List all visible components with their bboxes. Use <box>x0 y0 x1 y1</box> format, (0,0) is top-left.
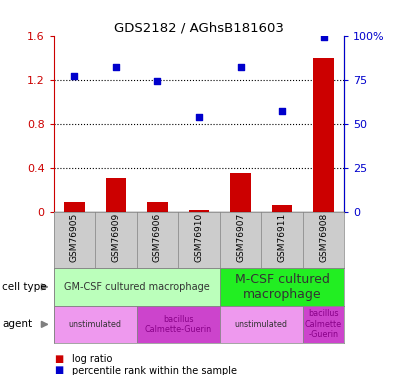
Bar <box>64 202 85 212</box>
Bar <box>137 306 220 343</box>
Point <box>154 78 161 84</box>
Bar <box>220 306 303 343</box>
Point <box>113 64 119 70</box>
Text: ■: ■ <box>54 354 63 364</box>
Point <box>279 108 285 114</box>
Text: M-CSF cultured
macrophage: M-CSF cultured macrophage <box>234 273 330 301</box>
Title: GDS2182 / AGhsB181603: GDS2182 / AGhsB181603 <box>114 21 284 34</box>
Bar <box>54 268 220 306</box>
Text: GSM76909: GSM76909 <box>111 213 121 262</box>
Text: bacillus
Calmette-Guerin: bacillus Calmette-Guerin <box>145 315 212 334</box>
Text: ■: ■ <box>54 366 63 375</box>
Text: GSM76905: GSM76905 <box>70 213 79 262</box>
Text: bacillus
Calmette
-Guerin: bacillus Calmette -Guerin <box>305 309 342 339</box>
Bar <box>105 178 126 212</box>
Text: cell type: cell type <box>2 282 47 292</box>
Text: percentile rank within the sample: percentile rank within the sample <box>72 366 237 375</box>
Bar <box>303 306 344 343</box>
Text: GSM76906: GSM76906 <box>153 213 162 262</box>
Text: GSM76908: GSM76908 <box>319 213 328 262</box>
Point <box>196 114 202 120</box>
Text: GSM76910: GSM76910 <box>195 213 203 262</box>
Text: GSM76911: GSM76911 <box>277 213 287 262</box>
Text: log ratio: log ratio <box>72 354 112 364</box>
Bar <box>230 173 251 212</box>
Point <box>237 64 244 70</box>
Bar <box>271 205 293 212</box>
Text: unstimulated: unstimulated <box>69 320 122 329</box>
Bar <box>189 210 209 212</box>
Text: GSM76907: GSM76907 <box>236 213 245 262</box>
Bar <box>313 58 334 212</box>
Bar <box>220 268 344 306</box>
Point <box>320 34 327 40</box>
Text: unstimulated: unstimulated <box>235 320 288 329</box>
Bar <box>147 202 168 212</box>
Text: agent: agent <box>2 320 32 329</box>
Text: GM-CSF cultured macrophage: GM-CSF cultured macrophage <box>64 282 210 292</box>
Bar <box>54 306 137 343</box>
Point <box>71 73 78 79</box>
